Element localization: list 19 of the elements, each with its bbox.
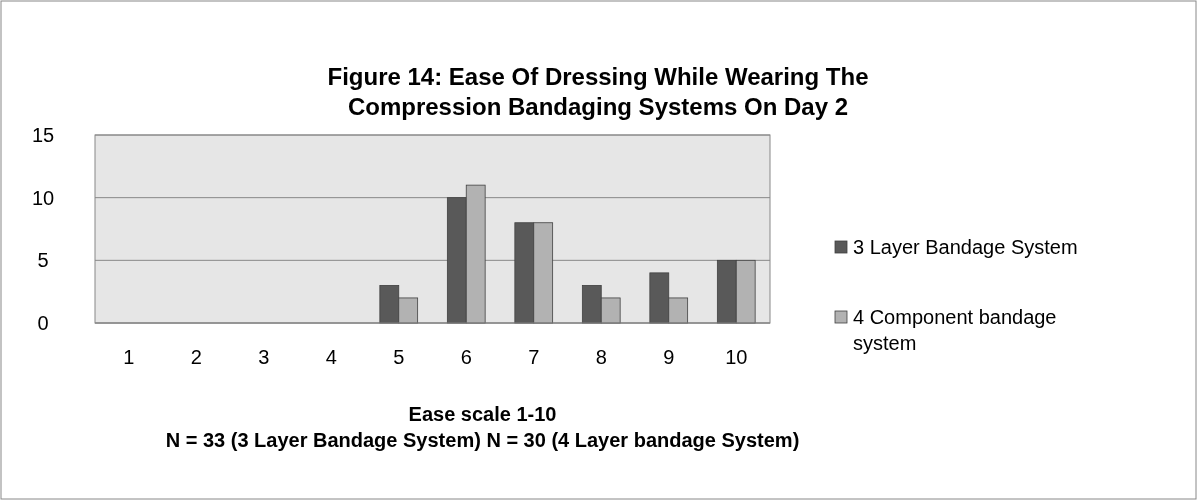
x-tick-label: 4 bbox=[325, 346, 337, 368]
x-tick-label: 8 bbox=[595, 346, 607, 368]
legend-label: 3 Layer Bandage System bbox=[853, 236, 1078, 258]
x-tick-label: 2 bbox=[190, 346, 202, 368]
chart-title: Figure 14: Ease Of Dressing While Wearing The Compression Bandaging Systems On Day 2 bbox=[327, 63, 869, 120]
legend-label: 4 Component bandage system bbox=[853, 306, 1057, 354]
x-tick-label: 6 bbox=[460, 346, 472, 368]
y-tick-label: 5 bbox=[37, 249, 49, 272]
x-tick-label: 3 bbox=[258, 346, 270, 368]
y-tick-label: 10 bbox=[31, 186, 55, 209]
x-tick-label: 9 bbox=[663, 346, 675, 368]
y-tick-label: 15 bbox=[31, 124, 55, 146]
x-tick-label: 5 bbox=[393, 346, 405, 368]
text: N = 33 (3 Layer Bandage System) N = 30 (4 Layer bandage System) bbox=[165, 429, 800, 451]
x-tick-label: 10 bbox=[725, 346, 748, 368]
x-tick-label: 1 bbox=[123, 346, 135, 368]
y-tick-label: 0 bbox=[37, 312, 49, 334]
x-axis-title: Ease scale 1-10 bbox=[408, 403, 557, 425]
x-tick-label: 7 bbox=[528, 346, 540, 368]
